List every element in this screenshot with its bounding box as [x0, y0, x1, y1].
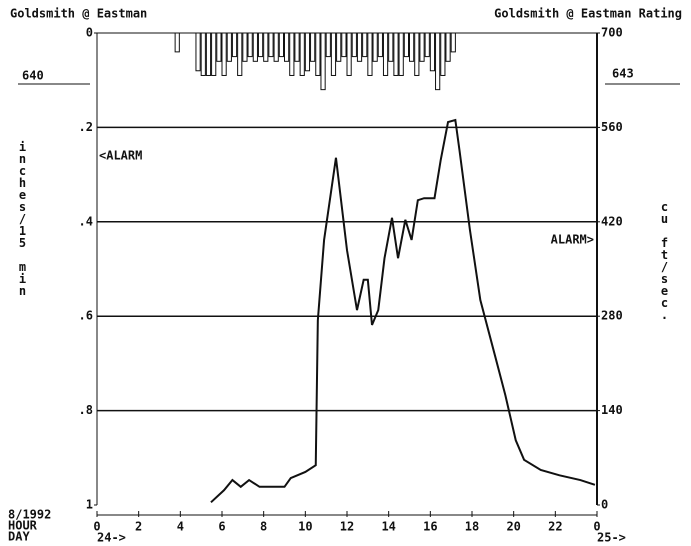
rain-bar	[424, 32, 430, 58]
annotation: 640	[22, 69, 44, 83]
rain-bar	[205, 32, 212, 76]
rain-bar	[299, 32, 305, 76]
annotation: 643	[612, 67, 634, 81]
x-tick-label: 20	[506, 520, 520, 534]
rain-bar	[237, 32, 243, 76]
day-label: 24->	[97, 531, 126, 545]
rain-bar	[330, 32, 337, 76]
y2-tick-label: 560	[601, 120, 623, 134]
rain-bar	[221, 32, 227, 76]
x-tick-label: 14	[381, 520, 395, 534]
rain-bar	[211, 32, 217, 76]
rain-bar	[247, 32, 253, 58]
rain-bar	[398, 32, 404, 76]
rain-bar	[289, 32, 295, 76]
rain-bar	[195, 32, 201, 72]
rain-bar	[362, 32, 368, 58]
rain-bar	[310, 32, 316, 62]
rain-bar	[367, 32, 373, 76]
x-tick-label: 10	[298, 520, 312, 534]
rain-bar	[414, 32, 420, 76]
rain-bar	[294, 32, 300, 62]
y2-tick-label: 700	[601, 26, 623, 40]
x-tick-label: 0	[93, 520, 100, 534]
x-tick-label: 0	[593, 520, 600, 534]
alarm-label: <ALARM	[99, 149, 142, 163]
rain-bar	[382, 32, 389, 76]
chart-title-right: Goldsmith @ Eastman Rating	[494, 7, 682, 21]
flow-line	[210, 118, 596, 504]
rain-bar	[450, 32, 456, 53]
x-tick-label: 4	[177, 520, 184, 534]
rain-bar	[388, 32, 394, 62]
rain-bar	[242, 32, 248, 62]
day-label: 25->	[597, 531, 626, 545]
rain-bar	[351, 32, 357, 58]
y2-tick-label: 280	[601, 309, 623, 323]
y-tick-label: .4	[79, 214, 93, 228]
rain-bar	[440, 32, 446, 76]
rain-bar	[268, 32, 274, 58]
y-tick-label: .2	[79, 120, 93, 134]
footer: DAY	[8, 530, 30, 544]
y-tick-label: .6	[79, 309, 93, 323]
rain-bar	[304, 32, 311, 72]
rain-bar	[325, 32, 331, 58]
y2-tick-label: 420	[601, 214, 623, 228]
rain-bar	[372, 32, 378, 62]
rain-bar	[403, 32, 409, 58]
rain-bar	[174, 32, 180, 53]
footer: HOUR	[8, 519, 38, 533]
rain-bar	[284, 32, 290, 62]
x-tick-label: 6	[218, 520, 225, 534]
rain-bar	[429, 32, 436, 72]
x-tick-label: 18	[465, 520, 479, 534]
rain-bar	[419, 32, 425, 62]
rain-bar	[273, 32, 279, 62]
alarm-label: ALARM>	[551, 233, 594, 247]
y2-tick-label: 0	[601, 498, 608, 512]
rain-bar	[278, 32, 284, 58]
chart-title: Goldsmith @ Eastman	[10, 7, 147, 21]
x-tick-label: 12	[340, 520, 354, 534]
rain-bar	[346, 32, 352, 76]
rain-bar	[226, 32, 232, 62]
footer: 8/1992	[8, 508, 51, 522]
rain-bar	[336, 32, 342, 62]
rain-bar	[263, 32, 269, 62]
rain-bar	[200, 32, 206, 76]
rain-bar	[445, 32, 451, 62]
rain-bar	[409, 32, 415, 62]
rain-bar	[393, 32, 399, 76]
y-tick-label: 1	[86, 498, 93, 512]
rain-bar	[315, 32, 321, 76]
y2-tick-label: 140	[601, 403, 623, 417]
rain-bar	[435, 32, 441, 91]
rain-bar	[320, 32, 326, 91]
rain-bar	[257, 32, 264, 58]
rain-bar	[216, 32, 222, 62]
x-tick-label: 8	[260, 520, 267, 534]
rain-bar	[377, 32, 383, 58]
y-axis-label: inches/15 min	[16, 140, 30, 296]
x-tick-label: 22	[548, 520, 562, 534]
rain-bar	[356, 32, 363, 62]
rain-bar	[252, 32, 258, 62]
x-tick-label: 16	[423, 520, 437, 534]
x-tick-label: 2	[135, 520, 142, 534]
rain-bar	[231, 32, 238, 58]
y2-axis-label: cu ft/sec.	[658, 200, 672, 320]
y-tick-label: 0	[86, 26, 93, 40]
rain-bar	[341, 32, 347, 58]
y-tick-label: .8	[79, 403, 93, 417]
